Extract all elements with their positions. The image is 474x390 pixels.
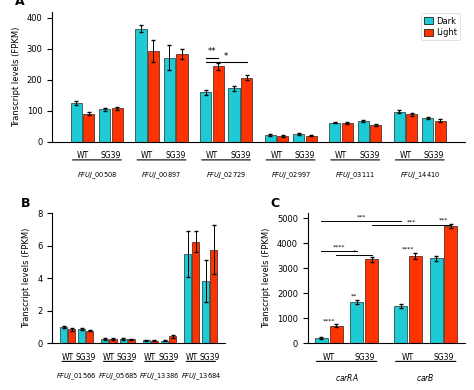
Text: ***: *** [407, 219, 416, 224]
Bar [435, 121, 446, 142]
Bar [241, 78, 252, 142]
Bar [100, 109, 110, 142]
Text: $\it{carRA}$: $\it{carRA}$ [335, 372, 358, 383]
Text: B: B [21, 197, 30, 210]
Bar [60, 327, 67, 343]
Bar [101, 339, 109, 343]
Text: ***: *** [439, 218, 448, 222]
Text: $\it{FFUJ\_05685}$: $\it{FFUJ\_05685}$ [98, 372, 138, 382]
Bar [148, 51, 159, 142]
Bar [161, 340, 168, 343]
Bar [71, 103, 82, 142]
Bar [394, 112, 405, 142]
Text: ****: **** [402, 246, 414, 252]
Bar [86, 331, 93, 343]
Bar [192, 242, 199, 343]
Bar [169, 336, 176, 343]
Bar [184, 254, 191, 343]
Bar [151, 341, 158, 343]
Bar [342, 123, 353, 142]
Bar [445, 226, 457, 343]
Bar [202, 281, 210, 343]
Text: $\it{FFUJ\_00508}$: $\it{FFUJ\_00508}$ [77, 170, 117, 181]
Bar [277, 136, 288, 142]
Legend: Dark, Light: Dark, Light [421, 13, 460, 41]
Text: **: ** [351, 294, 357, 299]
Bar [210, 250, 218, 343]
Text: $\it{FFUJ\_13684}$: $\it{FFUJ\_13684}$ [181, 372, 221, 382]
Bar [264, 135, 276, 142]
Text: $\it{FFUJ\_02997}$: $\it{FFUJ\_02997}$ [271, 170, 310, 181]
Text: **: ** [208, 47, 216, 56]
Text: $\it{FFUJ\_02729}$: $\it{FFUJ\_02729}$ [206, 170, 246, 181]
Bar [78, 329, 85, 343]
Bar [429, 258, 443, 343]
Bar [357, 121, 369, 142]
Bar [422, 118, 433, 142]
Y-axis label: Transcript levels (FPKM): Transcript levels (FPKM) [12, 27, 21, 127]
Bar [293, 134, 304, 142]
Bar [394, 306, 407, 343]
Bar [112, 108, 123, 142]
Text: A: A [15, 0, 25, 8]
Text: $\it{FFUJ\_14410}$: $\it{FFUJ\_14410}$ [400, 170, 440, 181]
Bar [406, 114, 417, 142]
Bar [109, 339, 117, 343]
Bar [200, 92, 211, 142]
Bar [365, 259, 378, 343]
Bar [119, 339, 127, 343]
Bar [370, 125, 381, 142]
Bar [306, 135, 317, 142]
Bar [83, 114, 94, 142]
Text: $\it{FFUJ\_01566}$: $\it{FFUJ\_01566}$ [56, 372, 97, 382]
Bar [350, 302, 364, 343]
Bar [136, 29, 146, 142]
Text: $\it{FFUJ\_03111}$: $\it{FFUJ\_03111}$ [335, 170, 375, 181]
Text: $\it{FFUJ\_00897}$: $\it{FFUJ\_00897}$ [141, 170, 182, 181]
Text: ****: **** [323, 319, 335, 323]
Text: ****: **** [333, 245, 346, 250]
Bar [315, 338, 328, 343]
Bar [330, 326, 343, 343]
Text: *: * [224, 51, 228, 60]
Text: $\it{carB}$: $\it{carB}$ [416, 372, 435, 383]
Bar [164, 57, 175, 142]
Bar [143, 340, 150, 343]
Bar [409, 256, 422, 343]
Y-axis label: Transcript levels (FPKM): Transcript levels (FPKM) [263, 228, 272, 328]
Text: C: C [270, 197, 279, 210]
Text: ***: *** [356, 215, 366, 220]
Y-axis label: Transcript levels (FPKM): Transcript levels (FPKM) [22, 228, 31, 328]
Bar [212, 66, 224, 142]
Bar [228, 88, 239, 142]
Text: *: * [352, 249, 356, 254]
Bar [329, 122, 340, 142]
Text: $\it{FFUJ\_13386}$: $\it{FFUJ\_13386}$ [139, 372, 180, 382]
Bar [176, 54, 188, 142]
Bar [128, 339, 135, 343]
Bar [68, 330, 75, 343]
